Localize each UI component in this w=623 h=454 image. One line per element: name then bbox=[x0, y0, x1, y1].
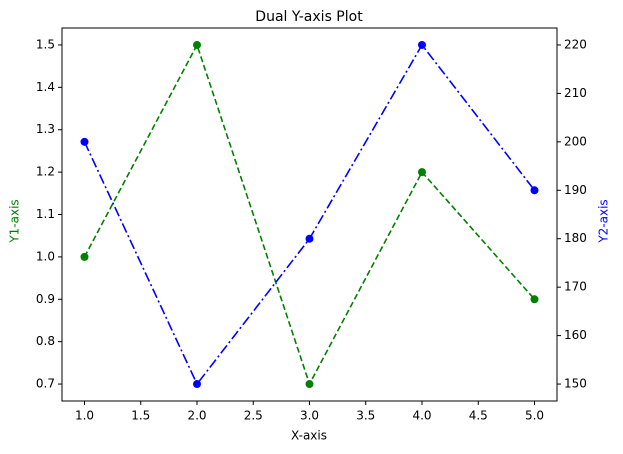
y-tick-label: 0.9 bbox=[36, 292, 55, 306]
y2-tick-label: 220 bbox=[564, 37, 587, 51]
y2-axis-label: Y2-axis bbox=[597, 199, 611, 243]
y-tick-label: 1.0 bbox=[36, 249, 55, 263]
y2-tick-label: 150 bbox=[564, 377, 587, 391]
y2-tick-label: 160 bbox=[564, 328, 587, 342]
x-tick-label: 3.5 bbox=[356, 409, 375, 423]
y-tick-label: 0.7 bbox=[36, 377, 55, 391]
data-point bbox=[530, 186, 539, 195]
x-tick-label: 1.0 bbox=[75, 409, 94, 423]
series-line bbox=[83, 43, 536, 386]
data-point bbox=[80, 137, 89, 146]
y-tick-label: 1.5 bbox=[36, 37, 55, 51]
x-tick-label: 4.5 bbox=[469, 409, 488, 423]
x-tick-label: 5.0 bbox=[525, 409, 544, 423]
y2-tick-label: 190 bbox=[564, 183, 587, 197]
data-point bbox=[418, 168, 426, 177]
x-tick-label: 2.5 bbox=[244, 409, 263, 423]
y-tick-label: 1.2 bbox=[36, 165, 55, 179]
data-point bbox=[305, 380, 314, 389]
data-point bbox=[193, 380, 201, 389]
data-point bbox=[530, 295, 539, 304]
y2-tick-label: 170 bbox=[564, 280, 587, 294]
x-tick-label: 1.5 bbox=[131, 409, 150, 423]
y2-tick-label: 200 bbox=[564, 134, 587, 148]
y-tick-label: 1.3 bbox=[36, 122, 55, 136]
x-tick-label: 4.0 bbox=[412, 409, 431, 423]
plot-frame bbox=[61, 27, 558, 402]
y-tick-label: 0.8 bbox=[36, 334, 55, 348]
y2-tick-label: 210 bbox=[564, 86, 587, 100]
chart-title: Dual Y-axis Plot bbox=[255, 9, 363, 25]
y-tick-label: 1.1 bbox=[36, 207, 55, 221]
x-axis-label: X-axis bbox=[291, 429, 327, 443]
y-axis-label: Y1-axis bbox=[8, 199, 22, 243]
data-point bbox=[418, 40, 426, 49]
data-point bbox=[193, 40, 201, 49]
y2-tick-label: 180 bbox=[564, 231, 587, 245]
x-tick-label: 2.0 bbox=[187, 409, 206, 423]
series-line bbox=[83, 42, 536, 387]
y-tick-label: 1.4 bbox=[36, 80, 55, 94]
data-point bbox=[80, 252, 89, 261]
x-tick-label: 3.0 bbox=[300, 409, 319, 423]
data-point bbox=[305, 234, 314, 243]
